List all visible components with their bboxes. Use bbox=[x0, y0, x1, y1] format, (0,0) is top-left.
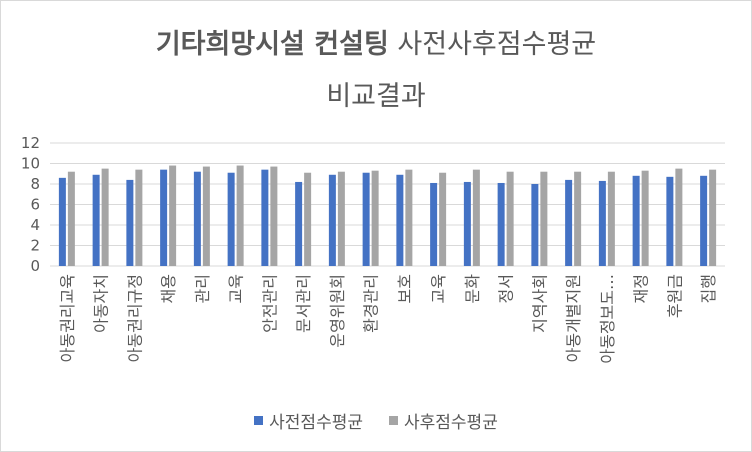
bar-pre bbox=[598, 180, 606, 266]
legend-label-pre: 사전점수평균 bbox=[269, 413, 363, 433]
bar-pre bbox=[396, 174, 404, 266]
legend-swatch-pre bbox=[254, 416, 264, 425]
bar-pre bbox=[463, 181, 471, 266]
bar-pre bbox=[58, 177, 66, 266]
bar-pre bbox=[700, 175, 708, 266]
x-category-label: 운영위원회 bbox=[328, 274, 347, 348]
bar-post bbox=[675, 168, 683, 266]
legend-item-post[interactable]: 사후점수평균 bbox=[389, 408, 498, 433]
y-tick-label: 8 bbox=[30, 175, 40, 193]
bar-post bbox=[236, 165, 244, 266]
x-category-label: 집행 bbox=[699, 274, 718, 303]
x-category-label: 문서관리 bbox=[294, 274, 313, 333]
bar-pre bbox=[531, 184, 539, 266]
x-category-label: 안전관리 bbox=[260, 274, 279, 333]
bar-post bbox=[371, 170, 379, 266]
bar-pre bbox=[227, 172, 235, 266]
x-category-label: 아동권리교육 bbox=[58, 274, 77, 362]
y-tick-label: 0 bbox=[30, 257, 40, 275]
bar-pre bbox=[666, 176, 674, 266]
x-category-label: 아동권리규정 bbox=[125, 274, 144, 362]
x-category-label: 관리 bbox=[193, 274, 212, 303]
bar-pre bbox=[565, 179, 573, 266]
bar-post bbox=[540, 171, 548, 266]
bar-pre bbox=[126, 179, 134, 266]
y-tick-label: 4 bbox=[30, 216, 40, 234]
x-category-label: 환경관리 bbox=[362, 274, 381, 333]
x-category-label: 아동개별지원 bbox=[564, 274, 583, 362]
bar-post bbox=[607, 171, 615, 266]
bar-post bbox=[337, 171, 345, 266]
bar-post bbox=[169, 165, 177, 266]
legend-item-pre[interactable]: 사전점수평균 bbox=[254, 408, 363, 433]
bar-pre bbox=[261, 169, 269, 266]
x-category-label: 채용 bbox=[159, 274, 178, 303]
x-category-label: 아동자치 bbox=[92, 274, 111, 333]
bar-pre bbox=[362, 172, 370, 266]
bar-post bbox=[67, 171, 75, 266]
bar-pre bbox=[497, 182, 505, 266]
bar-post bbox=[709, 169, 717, 266]
bar-pre bbox=[632, 175, 640, 266]
bar-post bbox=[439, 172, 447, 266]
bar-pre bbox=[430, 182, 438, 266]
bar-post bbox=[472, 169, 480, 266]
bar-post bbox=[270, 166, 278, 266]
bar-post bbox=[135, 169, 143, 266]
x-category-label: 후원금 bbox=[665, 274, 684, 318]
bar-post bbox=[101, 168, 109, 266]
y-tick-label: 2 bbox=[30, 237, 40, 255]
bar-pre bbox=[193, 171, 201, 266]
bar-post bbox=[641, 170, 649, 266]
x-category-label: 보호 bbox=[395, 274, 414, 303]
x-category-label: 아동정보도… bbox=[598, 274, 617, 364]
chart-title-bold: 기타희망시설 컨설팅 bbox=[155, 29, 389, 60]
x-category-label: 교육 bbox=[227, 274, 246, 303]
bar-post bbox=[574, 171, 582, 266]
legend-swatch-post bbox=[389, 416, 398, 425]
x-category-label: 지역사회 bbox=[530, 274, 549, 333]
x-category-label: 문화 bbox=[463, 274, 482, 304]
bar-pre bbox=[328, 174, 336, 266]
bar-post bbox=[405, 169, 413, 266]
chart-title-line2: 비교결과 bbox=[326, 81, 426, 112]
bar-pre bbox=[92, 174, 100, 266]
bar-post bbox=[304, 172, 312, 266]
x-category-label: 재정 bbox=[632, 274, 651, 303]
y-tick-label: 10 bbox=[21, 155, 40, 173]
bar-pre bbox=[295, 181, 303, 266]
y-tick-label: 12 bbox=[21, 134, 40, 152]
legend-label-post: 사후점수평균 bbox=[404, 413, 498, 433]
x-category-label: 정서 bbox=[497, 274, 516, 303]
chart-title: 기타희망시설 컨설팅 사전사후점수평균 bbox=[0, 22, 752, 61]
bar-post bbox=[506, 171, 514, 266]
bar-pre bbox=[160, 169, 168, 266]
x-category-label: 교육 bbox=[429, 274, 448, 303]
legend: 사전점수평균 사후점수평균 bbox=[0, 408, 752, 433]
chart-title-regular: 사전사후점수평균 bbox=[397, 29, 597, 60]
y-tick-label: 6 bbox=[30, 196, 40, 214]
bar-post bbox=[202, 166, 210, 266]
